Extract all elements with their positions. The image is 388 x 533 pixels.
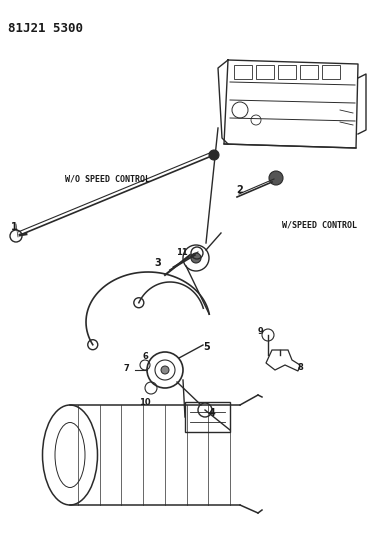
Text: 8: 8 (298, 363, 304, 372)
Text: 81J21 5300: 81J21 5300 (8, 22, 83, 35)
Text: 5: 5 (203, 342, 210, 352)
Text: W/SPEED CONTROL: W/SPEED CONTROL (282, 220, 357, 229)
Text: 4: 4 (209, 408, 216, 418)
Bar (256, 65, 274, 79)
Text: 10: 10 (139, 398, 151, 407)
Bar (300, 65, 318, 79)
Circle shape (191, 253, 201, 263)
Text: 7: 7 (123, 364, 129, 373)
Circle shape (209, 150, 219, 160)
Bar (185, 402, 230, 432)
Bar (322, 65, 340, 79)
Text: 9: 9 (257, 327, 263, 336)
Bar (234, 65, 252, 79)
Bar (278, 65, 296, 79)
Text: 11: 11 (176, 248, 188, 257)
Text: 3: 3 (155, 258, 161, 268)
Text: W/O SPEED CONTROL: W/O SPEED CONTROL (65, 175, 150, 184)
Text: 2: 2 (237, 185, 243, 195)
Circle shape (161, 366, 169, 374)
Text: 1: 1 (10, 222, 17, 232)
Text: 6: 6 (142, 352, 148, 361)
Circle shape (269, 171, 283, 185)
